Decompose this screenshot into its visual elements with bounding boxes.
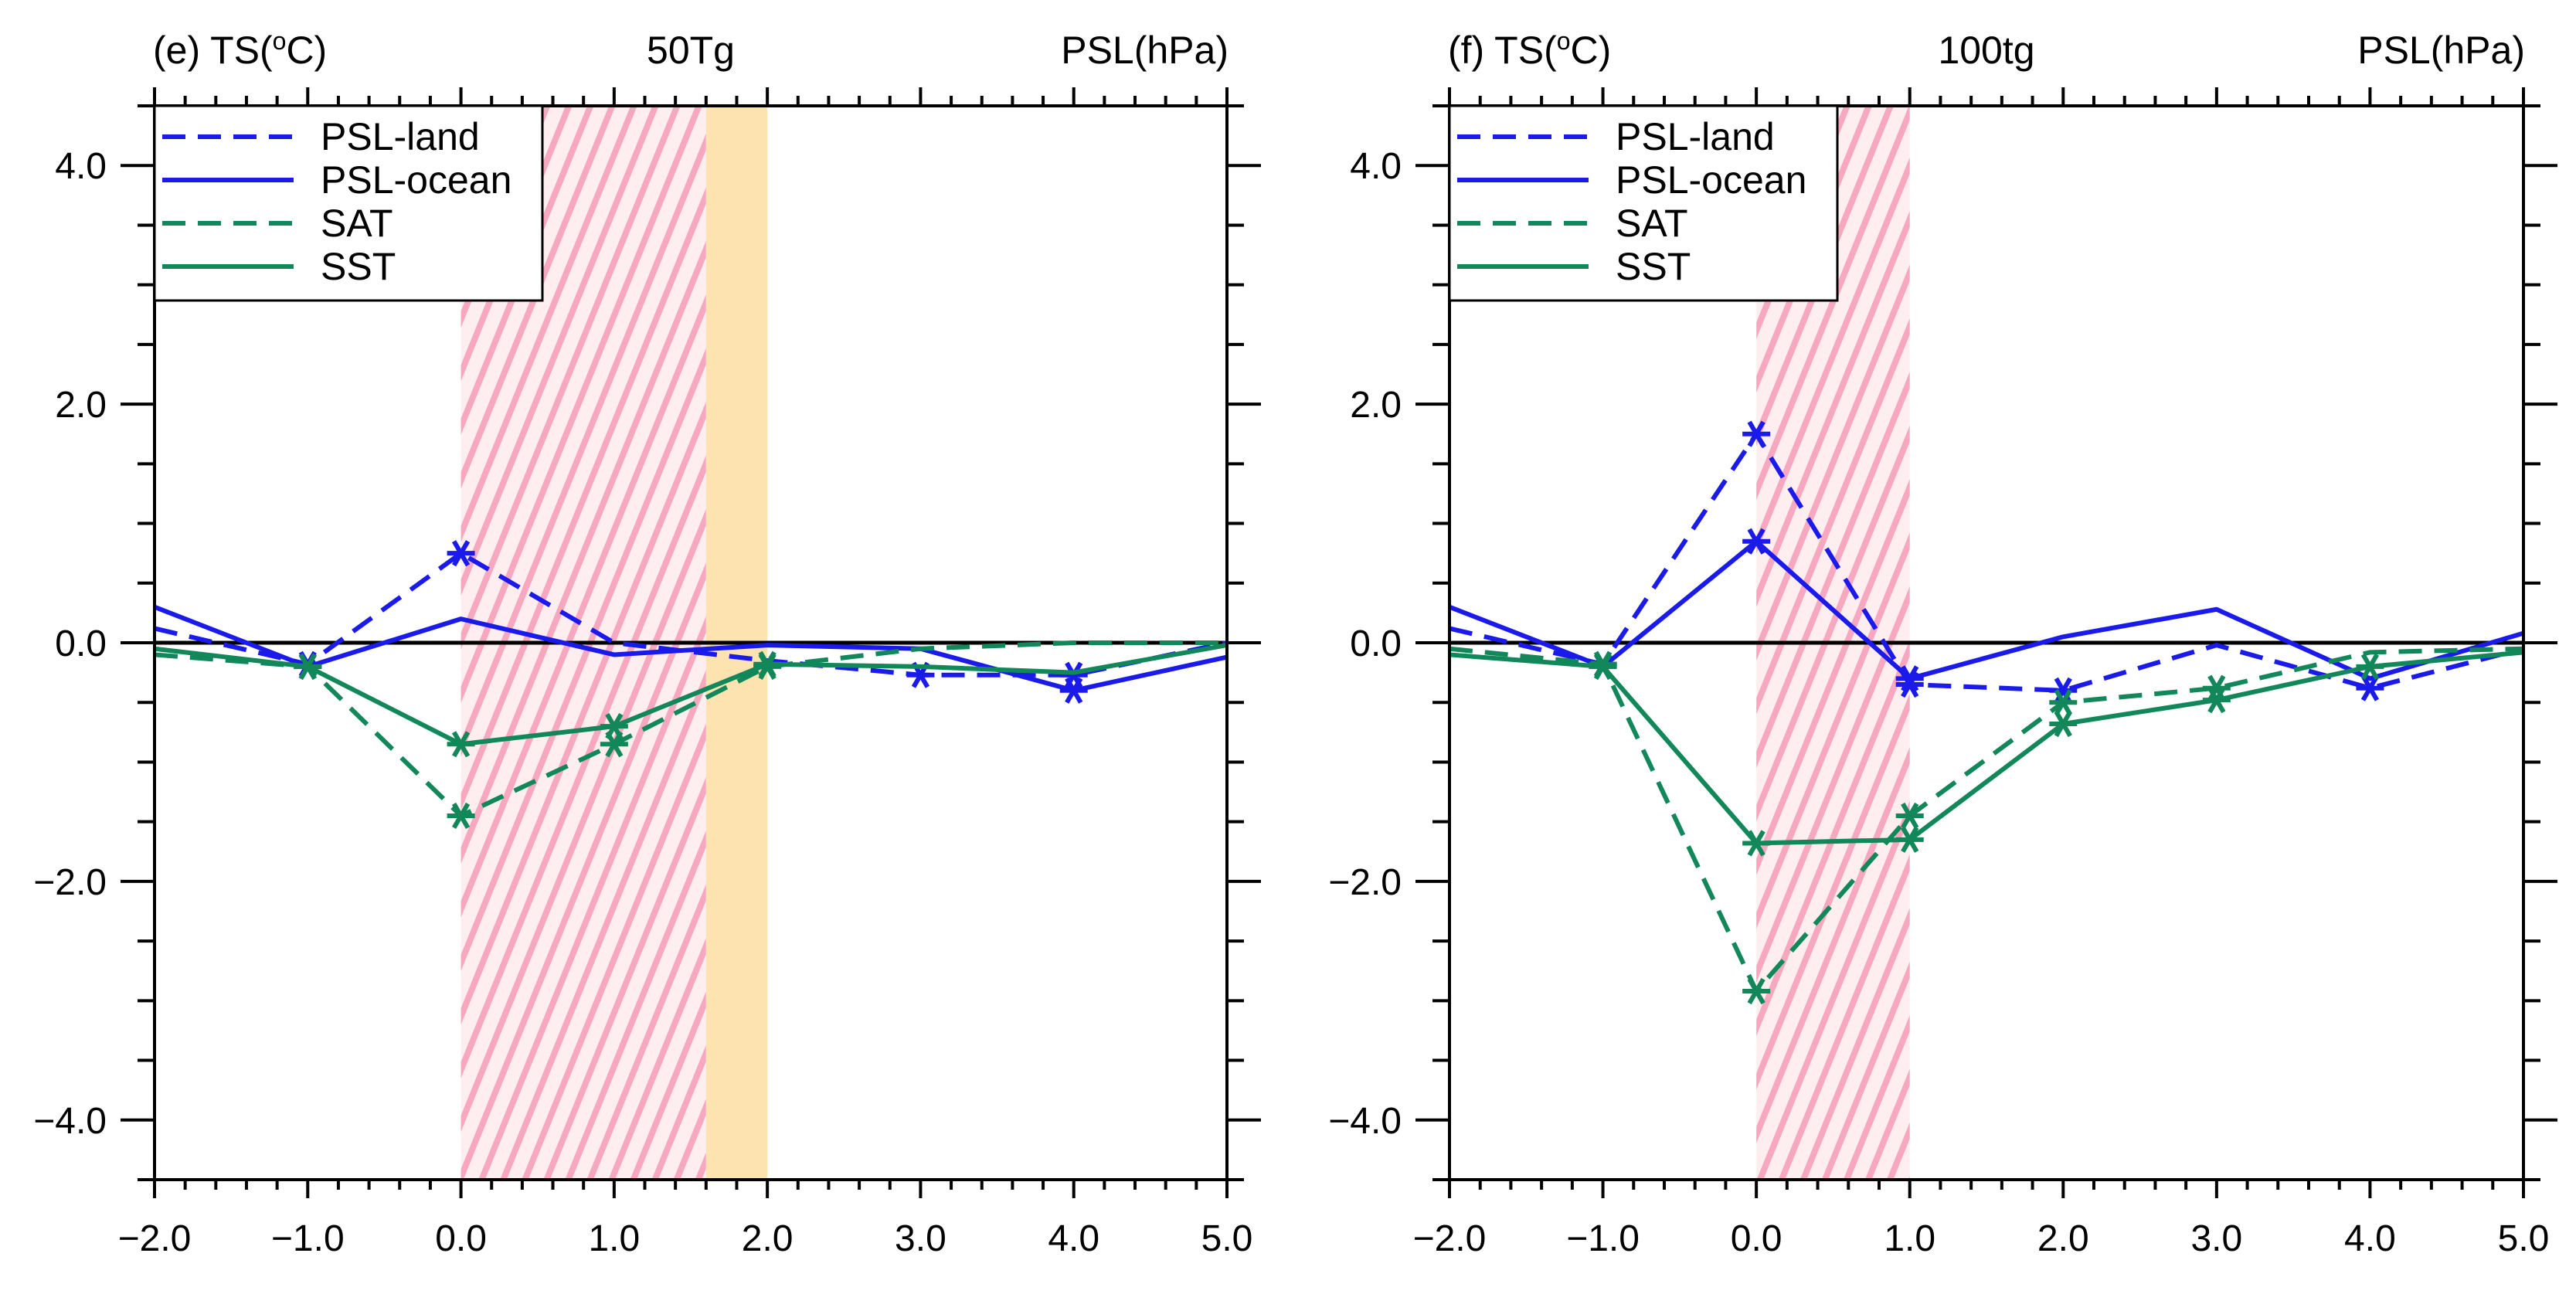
panel-f-x-tick-label: 5.0	[2498, 1218, 2550, 1259]
panel-f-series-psl-ocean	[1448, 538, 2524, 681]
panel-e-y-tick-label: −2.0	[33, 862, 107, 903]
panel-e-legend-label-psl-land: PSL-land	[321, 115, 480, 158]
panel-e-series-sat	[154, 640, 1227, 818]
panel-f-series-sat	[1449, 646, 2524, 993]
panel-e-legend-label-psl-ocean: PSL-ocean	[321, 158, 511, 202]
panel-f-y-tick-label: −4.0	[1328, 1101, 1402, 1142]
panel-e-sst-marker	[600, 713, 628, 740]
panel-f-x-tick-label: 0.0	[1731, 1218, 1782, 1259]
panel-f-sst-marker	[2049, 710, 2078, 738]
panel-e-x-tick-label: 2.0	[742, 1218, 794, 1259]
panel-f-legend-label-psl-land: PSL-land	[1616, 115, 1775, 158]
panel-f-y-tick-label: 4.0	[1350, 146, 1402, 187]
panel-e-sst-marker	[753, 650, 782, 678]
panel-e-series-psl-land	[154, 551, 1228, 678]
panel-f-sat-marker	[1895, 802, 1924, 830]
panel-e-y-tick-label: 2.0	[55, 385, 107, 426]
panel-e-series-psl-ocean	[153, 604, 1228, 693]
panel-f-title: 100tg	[1938, 29, 2034, 72]
panel-e-sat-marker	[447, 802, 475, 830]
panel-f-y-tick-label: 2.0	[1350, 385, 1402, 426]
panel-e-y-tick-label: 0.0	[55, 623, 107, 664]
panel-e-series	[153, 540, 1228, 830]
panel-e-left-label: (e) TS(oC)	[153, 27, 327, 72]
panel-f-sst-marker	[1895, 826, 1924, 853]
panel-f-right-label: PSL(hPa)	[2357, 29, 2525, 72]
panel-f-legend-label-sat: SAT	[1616, 202, 1688, 245]
panel-e-title: 50Tg	[647, 29, 735, 72]
panel-f-psl-land-marker	[2356, 674, 2384, 701]
panel-f-y-tick-label: 0.0	[1350, 623, 1402, 664]
panel-e-y-tick-label: −4.0	[33, 1101, 107, 1142]
panel-f-psl-ocean-marker	[1742, 528, 1771, 555]
panel-e-x-tick-label: 3.0	[895, 1218, 946, 1259]
panel-e-legend-label-sst: SST	[321, 245, 396, 288]
panel-f-sst-marker	[1589, 653, 1617, 680]
panel-e-sst-marker	[294, 653, 322, 680]
panel-e-psl-land-marker	[447, 540, 475, 567]
panel-f-x-tick-label: −1.0	[1566, 1218, 1640, 1259]
panel-f-tick-labels: −2.0 −1.0 0.0 1.0 2.0 3.0 4.0 5.0 4.0 2.0 0.0 −2.0 −…	[1328, 146, 2549, 1259]
panel-e-series-sst	[154, 643, 1228, 747]
panel-e-x-tick-label: 4.0	[1048, 1218, 1099, 1259]
panel-f-legend-label-psl-ocean: PSL-ocean	[1616, 158, 1806, 202]
panel-e-tick-labels: −2.0 −1.0 0.0 1.0 2.0 3.0 4.0 5.0 4.0 2.0 0.0 −2.0 −…	[33, 146, 1252, 1259]
panel-f-series	[1448, 420, 2524, 1005]
panel-f-y-tick-label: −2.0	[1328, 862, 1402, 903]
panel-e-y-tick-label: 4.0	[55, 146, 107, 187]
panel-e-right-label: PSL(hPa)	[1061, 29, 1229, 72]
panel-f-sat-marker	[1742, 977, 1771, 1005]
panel-f-sst-marker	[2356, 653, 2384, 680]
panel-f-x-tick-label: 3.0	[2190, 1218, 2242, 1259]
panel-f-psl-land-marker	[1742, 420, 1771, 447]
panel-f-sst-marker	[2202, 687, 2231, 714]
panel-f-x-tick-label: 2.0	[2037, 1218, 2089, 1259]
panel-e-x-tick-label: −1.0	[271, 1218, 345, 1259]
panel-f-psl-ocean-marker	[1895, 665, 1924, 692]
panel-e-ticks	[121, 87, 1261, 1198]
panel-e-sst-marker	[447, 731, 475, 758]
panel-e-x-tick-label: −2.0	[118, 1218, 192, 1259]
panel-f-series-psl-land	[1449, 431, 2524, 693]
panel-f-ticks	[1415, 87, 2557, 1198]
panel-e-legend-label-sat: SAT	[321, 202, 393, 245]
panel-e-psl-ocean-marker	[1059, 677, 1088, 704]
panel-f-left-label: (f) TS(oC)	[1448, 27, 1611, 72]
panel-f-frame	[1448, 104, 2525, 1181]
panel-f-x-tick-label: −2.0	[1413, 1218, 1487, 1259]
panel-f-series-sst	[1449, 650, 2524, 846]
panel-f-sst-marker	[1742, 830, 1771, 857]
panel-e-x-tick-label: 0.0	[435, 1218, 487, 1259]
panel-e-frame	[153, 104, 1229, 1181]
panel-e-x-tick-label: 1.0	[588, 1218, 640, 1259]
panel-f-sat-marker	[2049, 689, 2078, 716]
panel-f-legend-label-sst: SST	[1616, 245, 1691, 288]
panel-f-x-tick-label: 4.0	[2344, 1218, 2396, 1259]
panel-e-x-tick-label: 5.0	[1201, 1218, 1253, 1259]
panel-f-x-tick-label: 1.0	[1884, 1218, 1935, 1259]
